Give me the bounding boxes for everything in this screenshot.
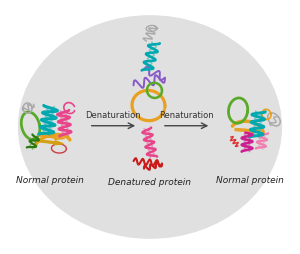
Polygon shape: [38, 134, 64, 139]
Circle shape: [90, 76, 210, 178]
Text: Normal protein: Normal protein: [16, 176, 84, 185]
Text: Denaturation: Denaturation: [85, 111, 141, 120]
Text: Denatured protein: Denatured protein: [109, 178, 191, 186]
Text: Renaturation: Renaturation: [159, 111, 214, 120]
Polygon shape: [235, 129, 260, 133]
Circle shape: [19, 16, 281, 238]
Text: Normal protein: Normal protein: [216, 176, 284, 185]
Circle shape: [54, 46, 246, 208]
Polygon shape: [39, 140, 63, 145]
